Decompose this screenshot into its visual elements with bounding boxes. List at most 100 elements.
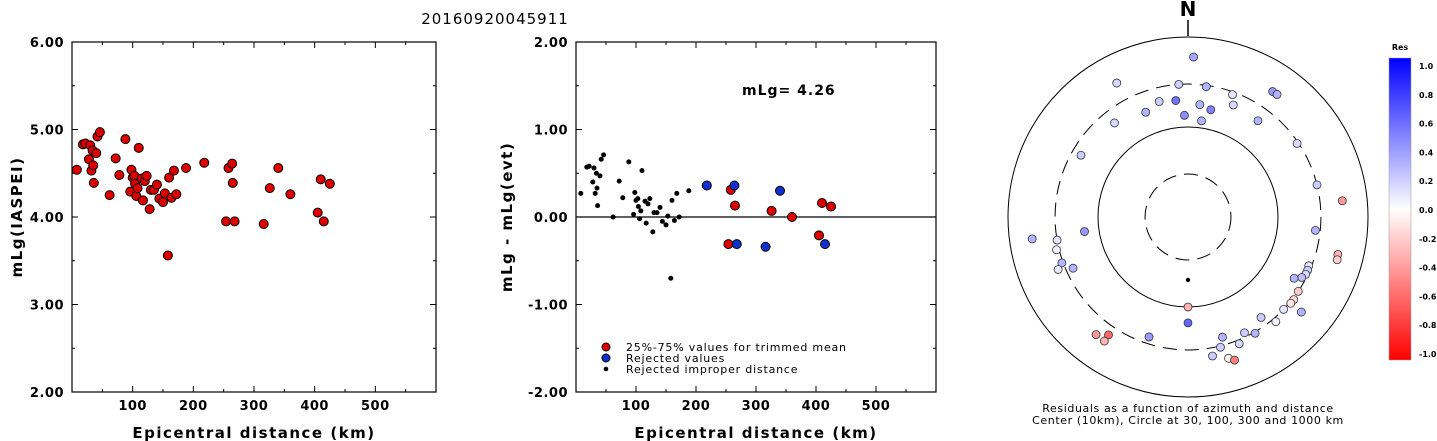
left-data-point: [258, 219, 269, 229]
legend-label: Rejected values: [626, 352, 725, 365]
colorbar-title: Res: [1392, 43, 1409, 52]
left-data-point: [264, 183, 275, 194]
middle-data-point: [586, 163, 592, 169]
middle-data-point: [686, 188, 692, 194]
left-data-point: [199, 157, 210, 168]
left-data-point: [168, 165, 179, 176]
station-point: [1180, 110, 1189, 120]
caption-line-2: Center (10km), Circle at 30, 100, 300 an…: [1032, 414, 1344, 427]
middle-data-point: [730, 200, 740, 211]
left-data-point: [171, 189, 182, 200]
left-data-point: [132, 183, 143, 194]
left-data-point: [114, 170, 125, 180]
colorbar-label: 0.0: [1419, 206, 1434, 215]
station-point: [1197, 116, 1206, 126]
left-data-point: [158, 197, 168, 208]
station-point: [1112, 78, 1122, 88]
station-point: [1310, 225, 1320, 235]
station-point: [1201, 82, 1211, 92]
north-label: N: [1180, 0, 1197, 21]
polar-plot: N Residuals as a function of azimuth and…: [1007, 0, 1369, 427]
station-point: [1253, 116, 1263, 126]
station-point: [1091, 330, 1101, 339]
middle-data-point: [657, 204, 663, 210]
mlg-annotation: mLg= 4.26: [742, 83, 836, 99]
middle-data-point: [592, 190, 598, 196]
left-x-tick-label: 300: [240, 399, 269, 414]
station-point: [1208, 351, 1217, 361]
station-point: [1230, 355, 1239, 365]
left-data-point: [133, 142, 144, 153]
station-point: [1279, 304, 1289, 314]
middle-data-point: [701, 180, 712, 191]
left-data-point: [312, 207, 323, 218]
station-point: [1272, 90, 1282, 99]
station-point: [1183, 302, 1193, 312]
station-point: [1053, 265, 1063, 274]
station-point: [1144, 332, 1154, 342]
middle-y-tick-label: 0.00: [534, 211, 568, 226]
middle-data-point: [610, 214, 616, 220]
middle-x-tick-label: 100: [622, 399, 651, 414]
left-data-point: [318, 216, 329, 227]
left-x-tick-label: 400: [300, 399, 329, 414]
middle-x-tick-label: 300: [742, 399, 771, 414]
left-data-point: [227, 158, 238, 169]
left-y-tick-label: 5.00: [30, 124, 64, 139]
middle-data-point: [817, 198, 827, 208]
left-data-point: [324, 178, 335, 189]
station-point: [1292, 139, 1302, 148]
middle-data-point: [598, 156, 604, 162]
left-x-tick-label: 100: [118, 399, 147, 414]
left-data-point: [285, 189, 296, 200]
middle-data-point: [638, 208, 644, 214]
left-data-point: [141, 170, 152, 181]
station-point: [1154, 97, 1164, 106]
colorbar-label: 0.6: [1419, 120, 1434, 129]
middle-data-point: [760, 241, 771, 252]
left-data-point: [94, 127, 105, 138]
left-data-point: [104, 190, 115, 201]
middle-data-point: [814, 230, 824, 241]
station-point: [1286, 298, 1296, 308]
left-data-point: [229, 216, 240, 227]
left-data-point: [162, 250, 173, 261]
middle-x-tick-label: 400: [802, 399, 831, 414]
middle-x-tick-label: 200: [682, 399, 711, 414]
station-point: [1183, 318, 1193, 328]
station-point: [1289, 273, 1299, 283]
middle-data-point: [826, 201, 836, 212]
station-point: [1174, 79, 1184, 89]
left-plot-frame: [71, 41, 437, 393]
middle-data-point: [637, 216, 643, 222]
middle-x-tick-label: 500: [862, 399, 891, 414]
colorbar-label: -0.6: [1419, 292, 1437, 301]
distance-ring-300km: [1054, 83, 1322, 351]
colorbar-label: -0.8: [1419, 321, 1437, 330]
middle-data-point: [590, 179, 596, 185]
middle-data-point: [669, 197, 675, 203]
middle-data-point: [650, 229, 656, 235]
middle-data-point: [597, 173, 603, 179]
station-point: [1228, 90, 1237, 100]
middle-data-point: [674, 190, 680, 196]
station-point: [1052, 235, 1062, 245]
left-data-point: [71, 164, 82, 175]
left-x-axis-label: Epicentral distance (km): [132, 424, 375, 441]
left-data-point: [91, 148, 102, 159]
middle-y-tick-label: -1.00: [528, 299, 568, 314]
left-data-point: [137, 195, 148, 206]
station-point: [1337, 196, 1347, 206]
middle-data-point: [620, 195, 626, 201]
left-data-point: [227, 177, 238, 188]
middle-y-tick-label: 1.00: [534, 124, 568, 139]
legend-label: Rejected improper distance: [626, 363, 798, 376]
left-data-point: [221, 216, 232, 227]
station-point: [1293, 286, 1303, 296]
station-point: [1099, 336, 1109, 346]
station-point: [1271, 317, 1281, 327]
middle-data-point: [729, 180, 740, 191]
station-point: [1171, 96, 1181, 105]
station-point: [1185, 277, 1191, 283]
